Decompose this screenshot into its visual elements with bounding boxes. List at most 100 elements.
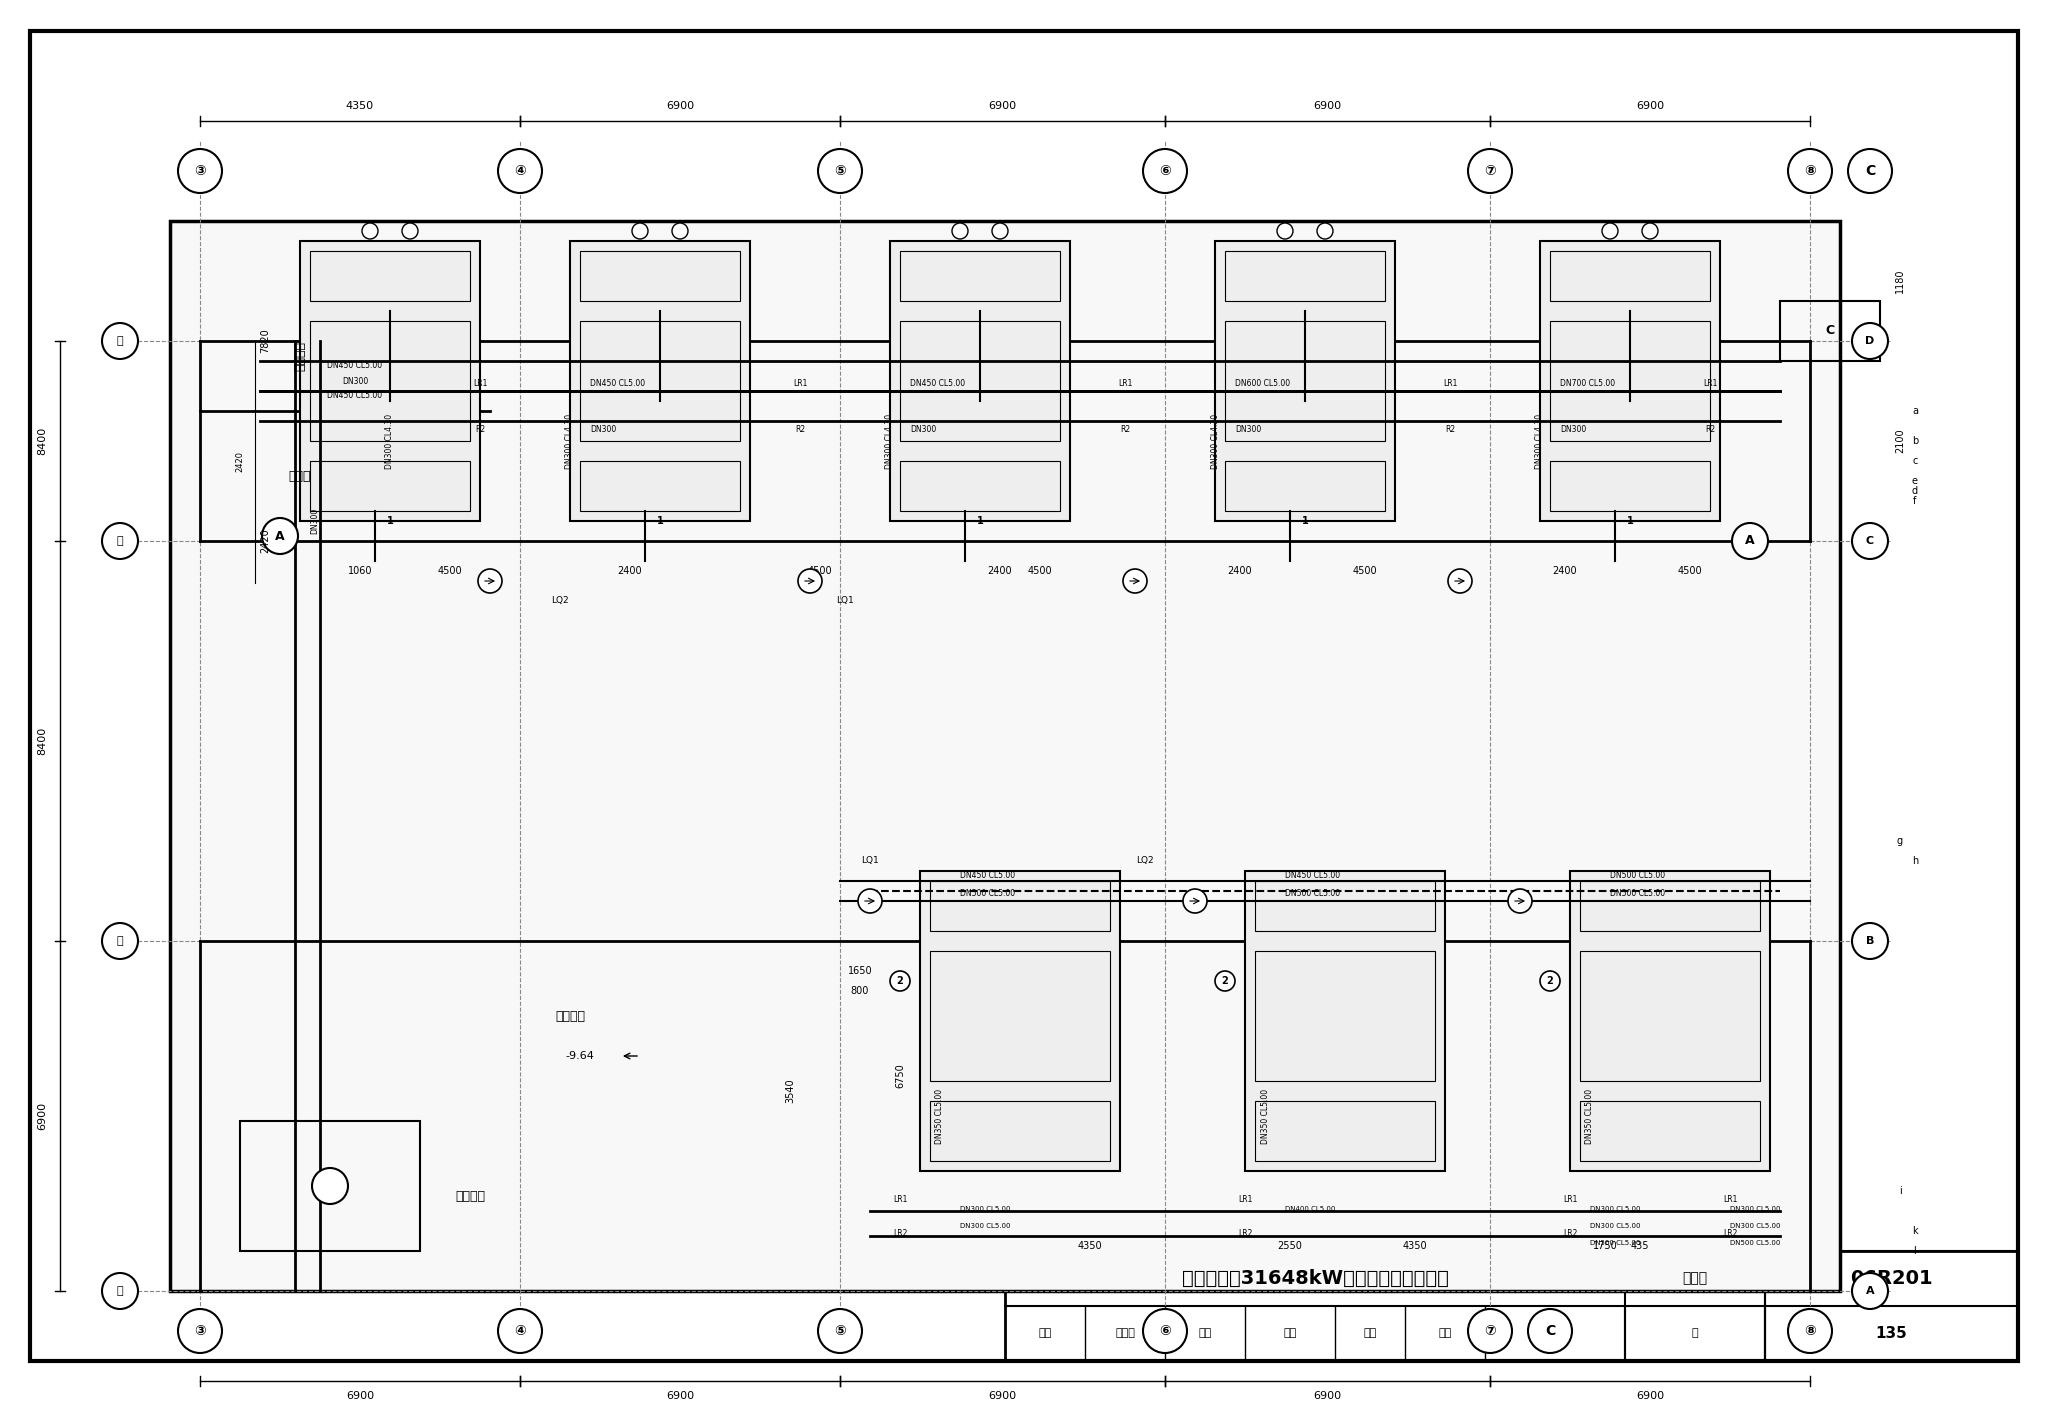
Bar [1550, 252, 1710, 301]
Text: h: h [1913, 855, 1919, 865]
Text: 1: 1 [977, 516, 983, 526]
Text: DN450 CL5.00: DN450 CL5.00 [590, 378, 645, 388]
Circle shape [891, 971, 909, 990]
Text: k: k [1913, 1226, 1917, 1236]
Text: DN300 CL5.00: DN300 CL5.00 [1731, 1223, 1780, 1229]
Text: 6900: 6900 [346, 1391, 375, 1401]
Circle shape [1507, 890, 1532, 914]
Text: 1: 1 [657, 516, 664, 526]
Text: 135: 135 [1876, 1326, 1907, 1341]
Text: 1: 1 [387, 516, 393, 526]
Text: LR1: LR1 [473, 378, 487, 388]
Text: DN300 CL4.30: DN300 CL4.30 [565, 414, 575, 469]
Circle shape [1468, 1309, 1511, 1353]
Text: 6900: 6900 [1313, 101, 1341, 111]
Circle shape [1788, 1309, 1833, 1353]
Text: LR1: LR1 [1118, 378, 1133, 388]
Text: a: a [1913, 406, 1919, 416]
Text: Ｃ: Ｃ [117, 536, 123, 546]
Bar [580, 321, 739, 441]
Bar [309, 321, 469, 441]
Text: 4500: 4500 [1677, 566, 1702, 576]
Circle shape [672, 223, 688, 239]
Circle shape [102, 1273, 137, 1309]
Bar [1579, 951, 1759, 1081]
Circle shape [1851, 924, 1888, 959]
Circle shape [498, 1309, 543, 1353]
Text: ⑦: ⑦ [1485, 163, 1495, 178]
Text: 张日: 张日 [1284, 1329, 1296, 1339]
Text: l: l [1913, 1246, 1917, 1256]
Circle shape [1448, 568, 1473, 593]
Text: A: A [1745, 534, 1755, 547]
Text: Ａ: Ａ [117, 1286, 123, 1296]
Circle shape [858, 890, 883, 914]
Text: e: e [1913, 476, 1919, 486]
Text: R2: R2 [795, 425, 805, 433]
Text: g: g [1896, 836, 1903, 845]
Text: 1180: 1180 [1894, 269, 1905, 293]
Text: 总装机容量31648kW机房空调水管平面图: 总装机容量31648kW机房空调水管平面图 [1182, 1269, 1448, 1287]
Circle shape [1468, 149, 1511, 193]
Circle shape [362, 223, 379, 239]
Bar [309, 460, 469, 512]
Text: DN300 CL5.00: DN300 CL5.00 [1589, 1206, 1640, 1212]
Text: DN600 CL5.00: DN600 CL5.00 [1235, 378, 1290, 388]
Text: f: f [1913, 496, 1917, 506]
Text: LR1: LR1 [1722, 1195, 1737, 1204]
Circle shape [401, 223, 418, 239]
Bar [1214, 242, 1395, 522]
Text: DN450 CL5.00: DN450 CL5.00 [909, 378, 965, 388]
Text: R2: R2 [1446, 425, 1454, 433]
Circle shape [178, 149, 221, 193]
Text: 6900: 6900 [1313, 1391, 1341, 1401]
Text: 审核: 审核 [1038, 1329, 1051, 1339]
Text: Ｂ: Ｂ [117, 936, 123, 946]
Text: LR1: LR1 [1442, 378, 1458, 388]
Bar [580, 460, 739, 512]
Bar [1550, 321, 1710, 441]
Text: DN300: DN300 [590, 425, 616, 433]
Text: C: C [1866, 163, 1876, 178]
Circle shape [1143, 1309, 1188, 1353]
Text: R2: R2 [475, 425, 485, 433]
Circle shape [1317, 223, 1333, 239]
Bar [299, 242, 479, 522]
Text: DN300: DN300 [1235, 425, 1262, 433]
Bar [1579, 1101, 1759, 1161]
Circle shape [311, 1168, 348, 1204]
Text: R2: R2 [1704, 425, 1714, 433]
Text: 1: 1 [1626, 516, 1634, 526]
Bar [899, 252, 1061, 301]
Text: 直燃机房: 直燃机房 [555, 1009, 586, 1023]
Bar [1571, 871, 1769, 1171]
Text: DN300 CL4.30: DN300 CL4.30 [1536, 414, 1544, 469]
Text: 6900: 6900 [1636, 101, 1665, 111]
Text: DN400 CL5.00: DN400 CL5.00 [1284, 1206, 1335, 1212]
Bar [1579, 881, 1759, 931]
Text: LR1: LR1 [1237, 1195, 1251, 1204]
Text: 3540: 3540 [784, 1079, 795, 1103]
Text: DN300 CL5.00: DN300 CL5.00 [961, 1206, 1010, 1212]
Text: DN300: DN300 [1561, 425, 1587, 433]
Text: 2100: 2100 [1894, 429, 1905, 453]
Circle shape [1540, 971, 1561, 990]
Text: A: A [1866, 1286, 1874, 1296]
Bar [930, 951, 1110, 1081]
Circle shape [1851, 523, 1888, 558]
Text: 2400: 2400 [987, 566, 1012, 576]
Text: C: C [1825, 324, 1835, 338]
Circle shape [1278, 223, 1292, 239]
Text: b: b [1913, 436, 1919, 446]
Text: B: B [1866, 936, 1874, 946]
Text: 6900: 6900 [666, 1391, 694, 1401]
Circle shape [1851, 323, 1888, 360]
Text: 4350: 4350 [1403, 1241, 1427, 1250]
Circle shape [1528, 1309, 1573, 1353]
Text: 值班室: 值班室 [289, 469, 311, 483]
Text: 图集号: 图集号 [1683, 1272, 1708, 1286]
Text: C: C [1544, 1324, 1554, 1339]
Text: DN450 CL5.00: DN450 CL5.00 [961, 871, 1016, 881]
Text: 6750: 6750 [895, 1064, 905, 1088]
Circle shape [102, 323, 137, 360]
